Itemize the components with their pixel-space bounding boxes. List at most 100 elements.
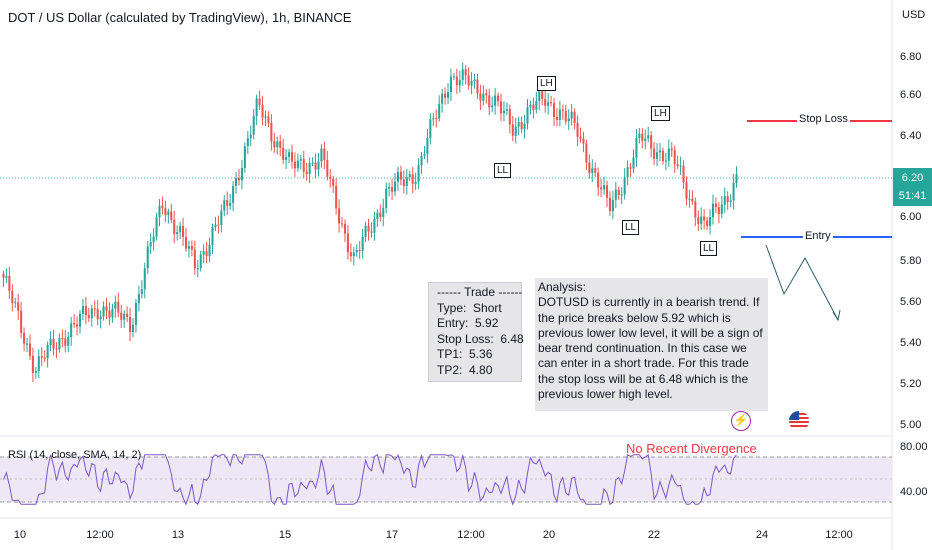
candle-down [467,75,470,86]
candle-down [550,102,553,104]
candle-up [429,119,432,138]
candle-up [232,185,235,203]
candle-up [34,370,37,373]
candle-up [523,123,526,130]
candle-up [426,137,429,155]
candle-down [105,306,108,311]
trade-entry: Entry: 5.92 [437,316,499,330]
candle-down [691,198,694,202]
candle-down [8,275,11,291]
candle-down [329,176,332,179]
candle-down [499,101,503,114]
candle-up [311,162,314,164]
candle-down [173,219,176,235]
candle-down [650,135,653,149]
candle-down [338,208,341,224]
candle-down [641,133,644,141]
candle-down [670,148,673,151]
candle-up [526,107,529,124]
candle-up [452,76,455,78]
candle-up [388,187,391,189]
candle-up [603,185,606,190]
time-tick: 10 [13,529,27,541]
candle-up [102,306,105,317]
candle-up [296,160,299,169]
time-tick: 12:00 [825,529,853,541]
candle-down [226,200,229,206]
candle-up [396,171,399,182]
candle-up [635,137,638,158]
candle-down [237,178,241,181]
candle-up [285,156,288,160]
candle-down [605,185,609,198]
candle-up [688,198,691,200]
candle-down [576,122,579,137]
candle-down [511,124,514,136]
candle-down [61,338,64,340]
candle-up [735,174,738,183]
candle-up [438,103,441,119]
current-price-badge: 6.20 51:41 [893,168,932,206]
candle-down [600,187,603,190]
candle-up [623,177,626,195]
time-tick: 24 [755,529,769,541]
rsi-line [3,453,737,506]
price-tick: 5.80 [900,255,922,267]
candle-up [709,217,712,226]
candle-up [317,161,320,170]
candle-up [149,242,152,247]
candle-down [435,118,438,120]
candle-down [676,163,679,167]
candle-up [373,218,376,233]
analysis-body: DOTUSD is currently in a bearish trend. … [538,295,763,402]
candle-down [629,167,632,169]
candle-down [129,317,132,333]
chart-title: DOT / US Dollar (calculated by TradingVi… [8,10,352,25]
candle-down [31,355,34,373]
candle-down [205,251,208,256]
candle-down [20,310,23,333]
projection-arrowhead [832,309,841,322]
lower-low-marker: LL [700,241,718,256]
bar-countdown: 51:41 [898,190,927,202]
candle-down [93,308,96,310]
candle-up [558,109,561,120]
candle-down [293,161,296,169]
candle-down [40,356,43,358]
candle-up [352,252,355,257]
candle-up [420,155,423,166]
candle-up [187,246,190,249]
rsi-annotation: No Recent Divergence [626,441,757,456]
candle-down [43,357,46,359]
candle-up [202,251,205,255]
candle-up [243,146,246,168]
candle-down [184,236,188,249]
candle-up [143,268,146,290]
candle-up [502,110,505,114]
candle-up [667,148,670,161]
candle-up [199,254,202,269]
candle-down [561,109,564,111]
candle-down [399,171,402,180]
candle-down [367,225,370,232]
candle-down [161,205,164,209]
rsi-title: RSI (14, close, SMA, 14, 2) [8,449,142,461]
candle-up [385,188,388,208]
candle-down [714,203,717,208]
analysis-note: Analysis: DOTUSD is currently in a beari… [535,278,768,411]
candle-up [567,118,570,122]
candle-up [140,289,143,295]
candle-down [182,226,185,237]
lightning-icon[interactable]: ⚡ [731,411,751,431]
candle-down [485,93,488,96]
candle-up [505,109,508,111]
candle-down [126,313,129,318]
candle-up [494,95,497,106]
us-flag-icon[interactable] [789,411,809,431]
candle-up [547,102,550,106]
candle-up [632,157,635,169]
candle-up [240,167,243,181]
candle-down [370,231,373,233]
candle-up [308,163,311,175]
